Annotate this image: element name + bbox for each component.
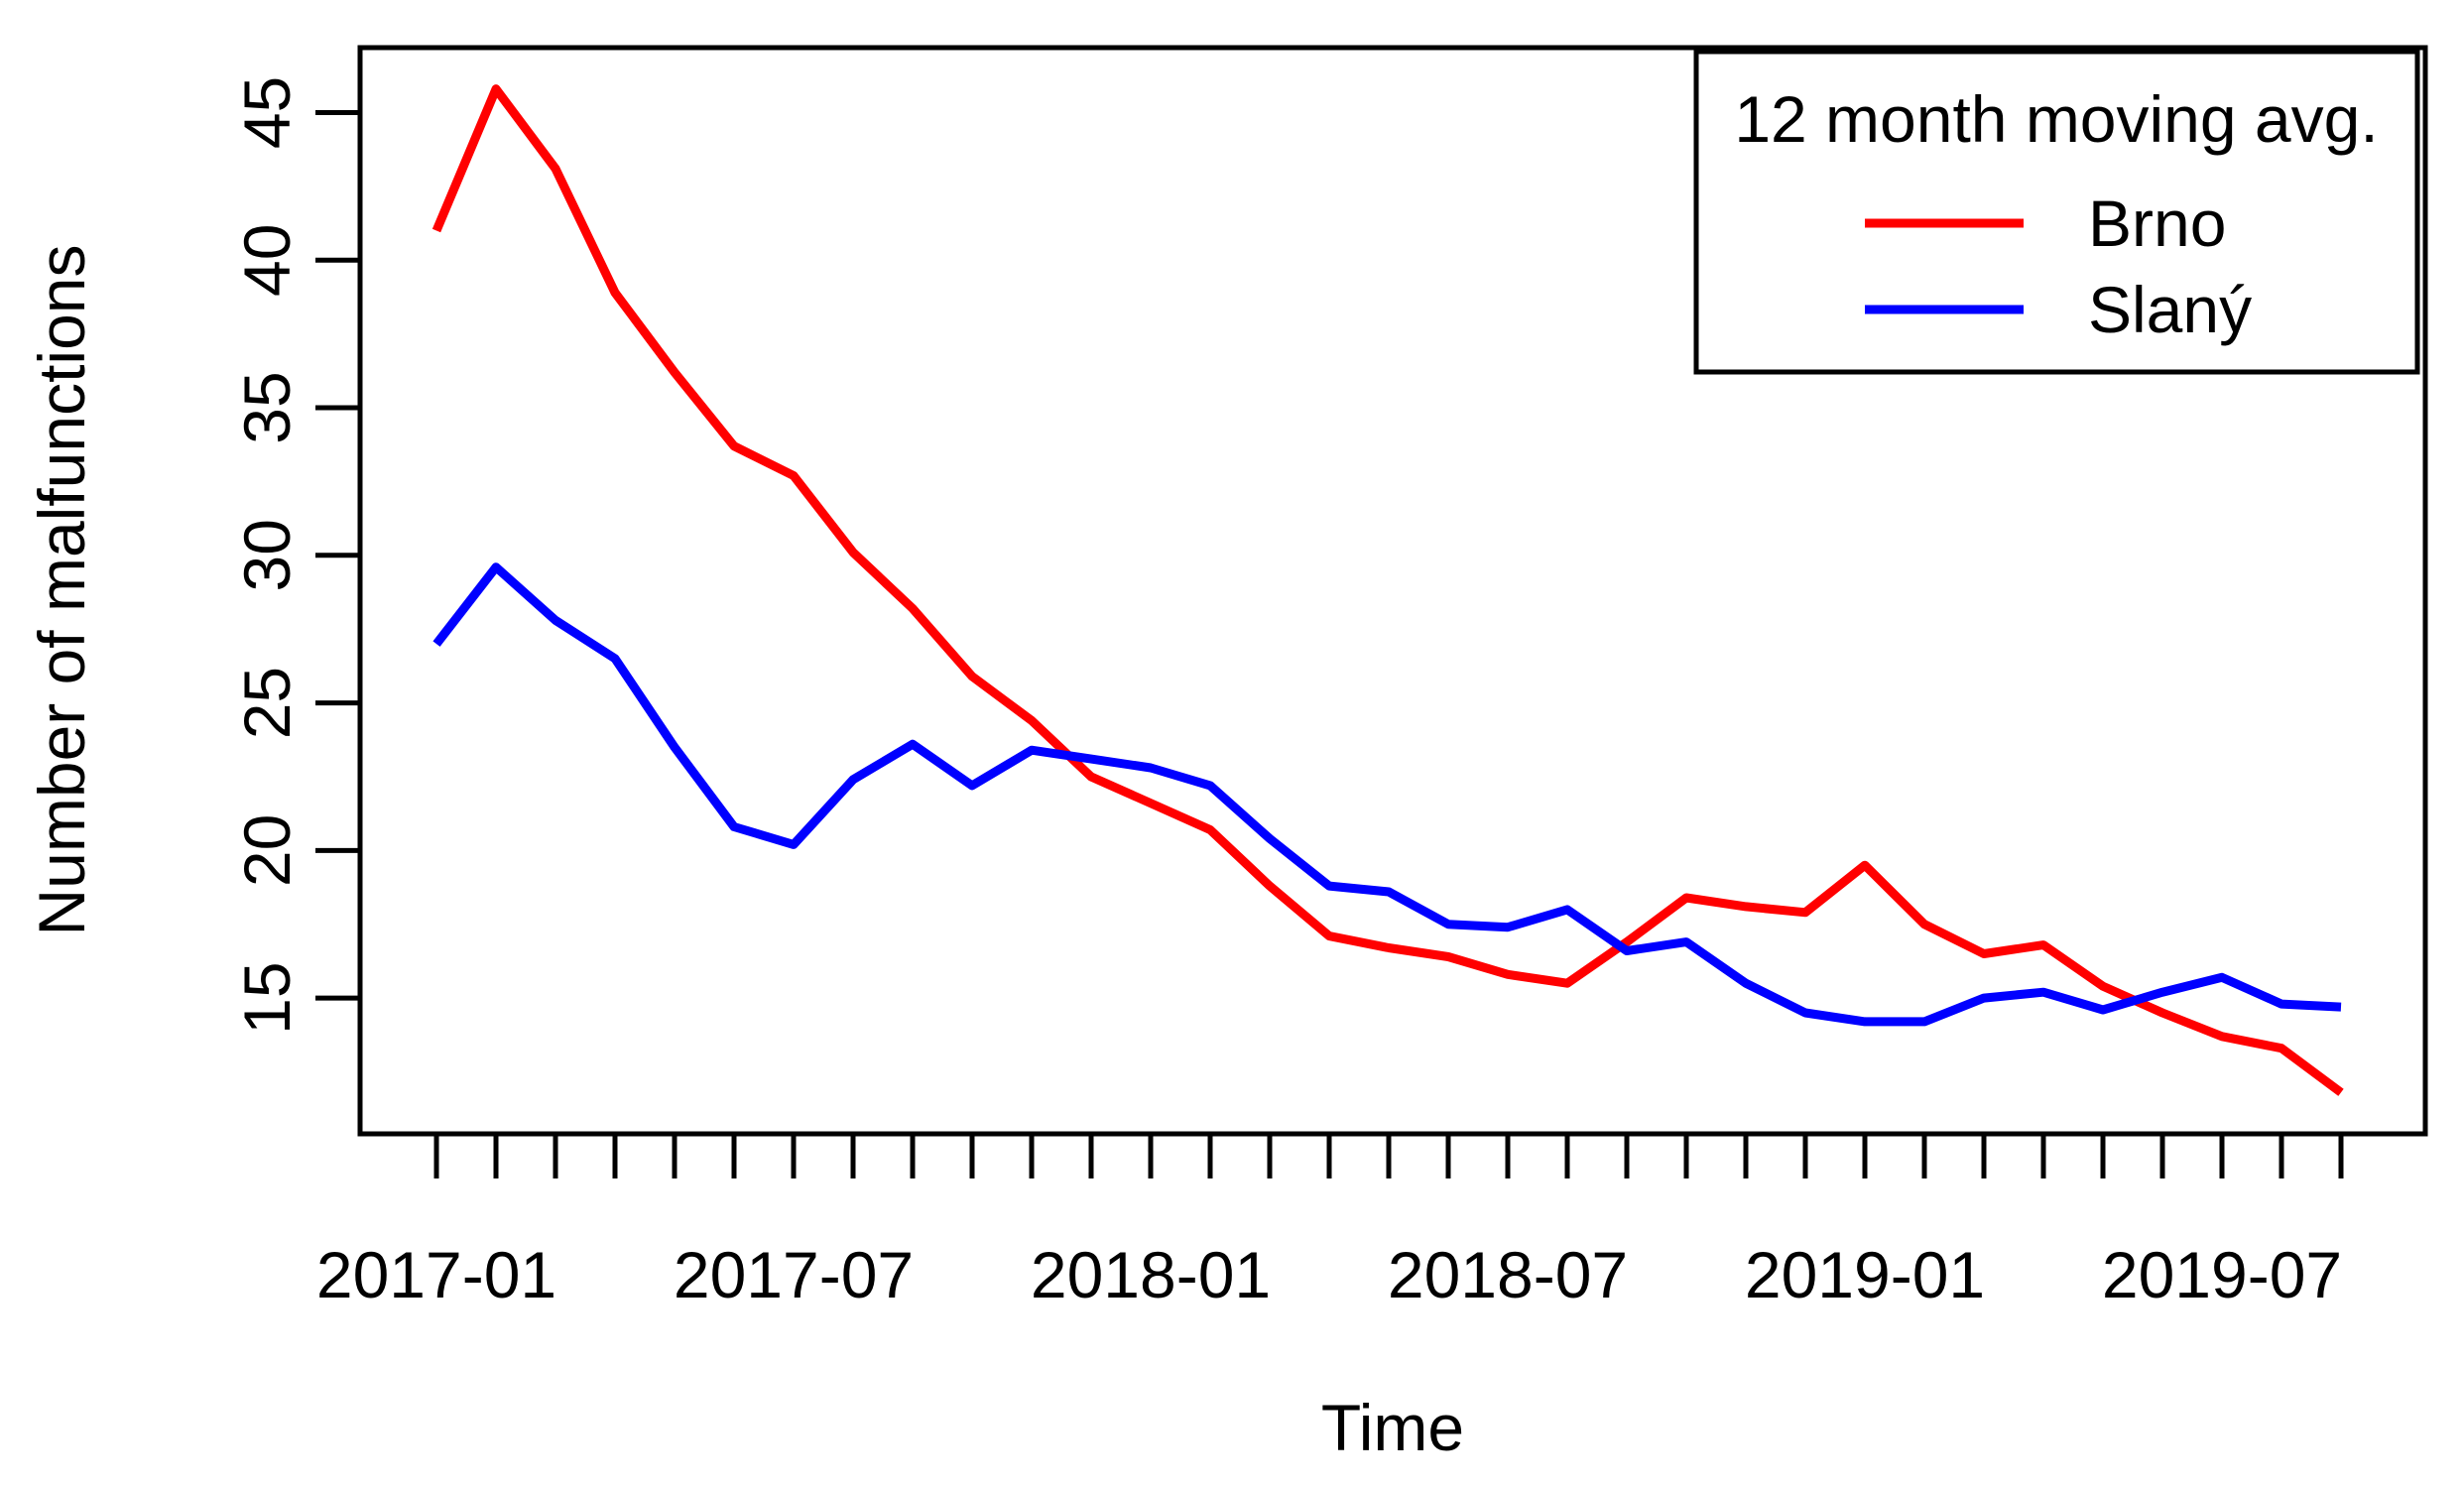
y-tick-label: 35: [230, 371, 304, 443]
y-tick-label: 25: [230, 667, 304, 739]
y-tick-label: 30: [230, 519, 304, 591]
legend-label-brno: Brno: [2088, 186, 2226, 260]
x-tick-label: 2019-07: [2102, 1238, 2342, 1311]
y-tick-label: 20: [230, 814, 304, 887]
y-tick-label: 15: [230, 961, 304, 1034]
plot-border: [357, 45, 2428, 1137]
y-axis-title: Number of malfunctions: [25, 245, 98, 936]
legend-box: [1693, 49, 2420, 375]
legend-label-slany: Slaný: [2088, 273, 2252, 346]
x-tick-label: 2017-07: [674, 1238, 914, 1311]
x-tick-label: 2018-07: [1388, 1238, 1628, 1311]
y-tick-label: 45: [230, 76, 304, 149]
x-tick-label: 2018-01: [1031, 1238, 1271, 1311]
x-tick-label: 2017-01: [316, 1238, 556, 1311]
series-line-brno: [431, 84, 2344, 1096]
series-line-slany: [432, 562, 2342, 1027]
x-tick-label: 2019-01: [1745, 1238, 1985, 1311]
y-tick-label: 40: [230, 224, 304, 297]
legend-title: 12 month moving avg.: [1734, 82, 2378, 156]
x-axis-title: Time: [1321, 1391, 1464, 1464]
